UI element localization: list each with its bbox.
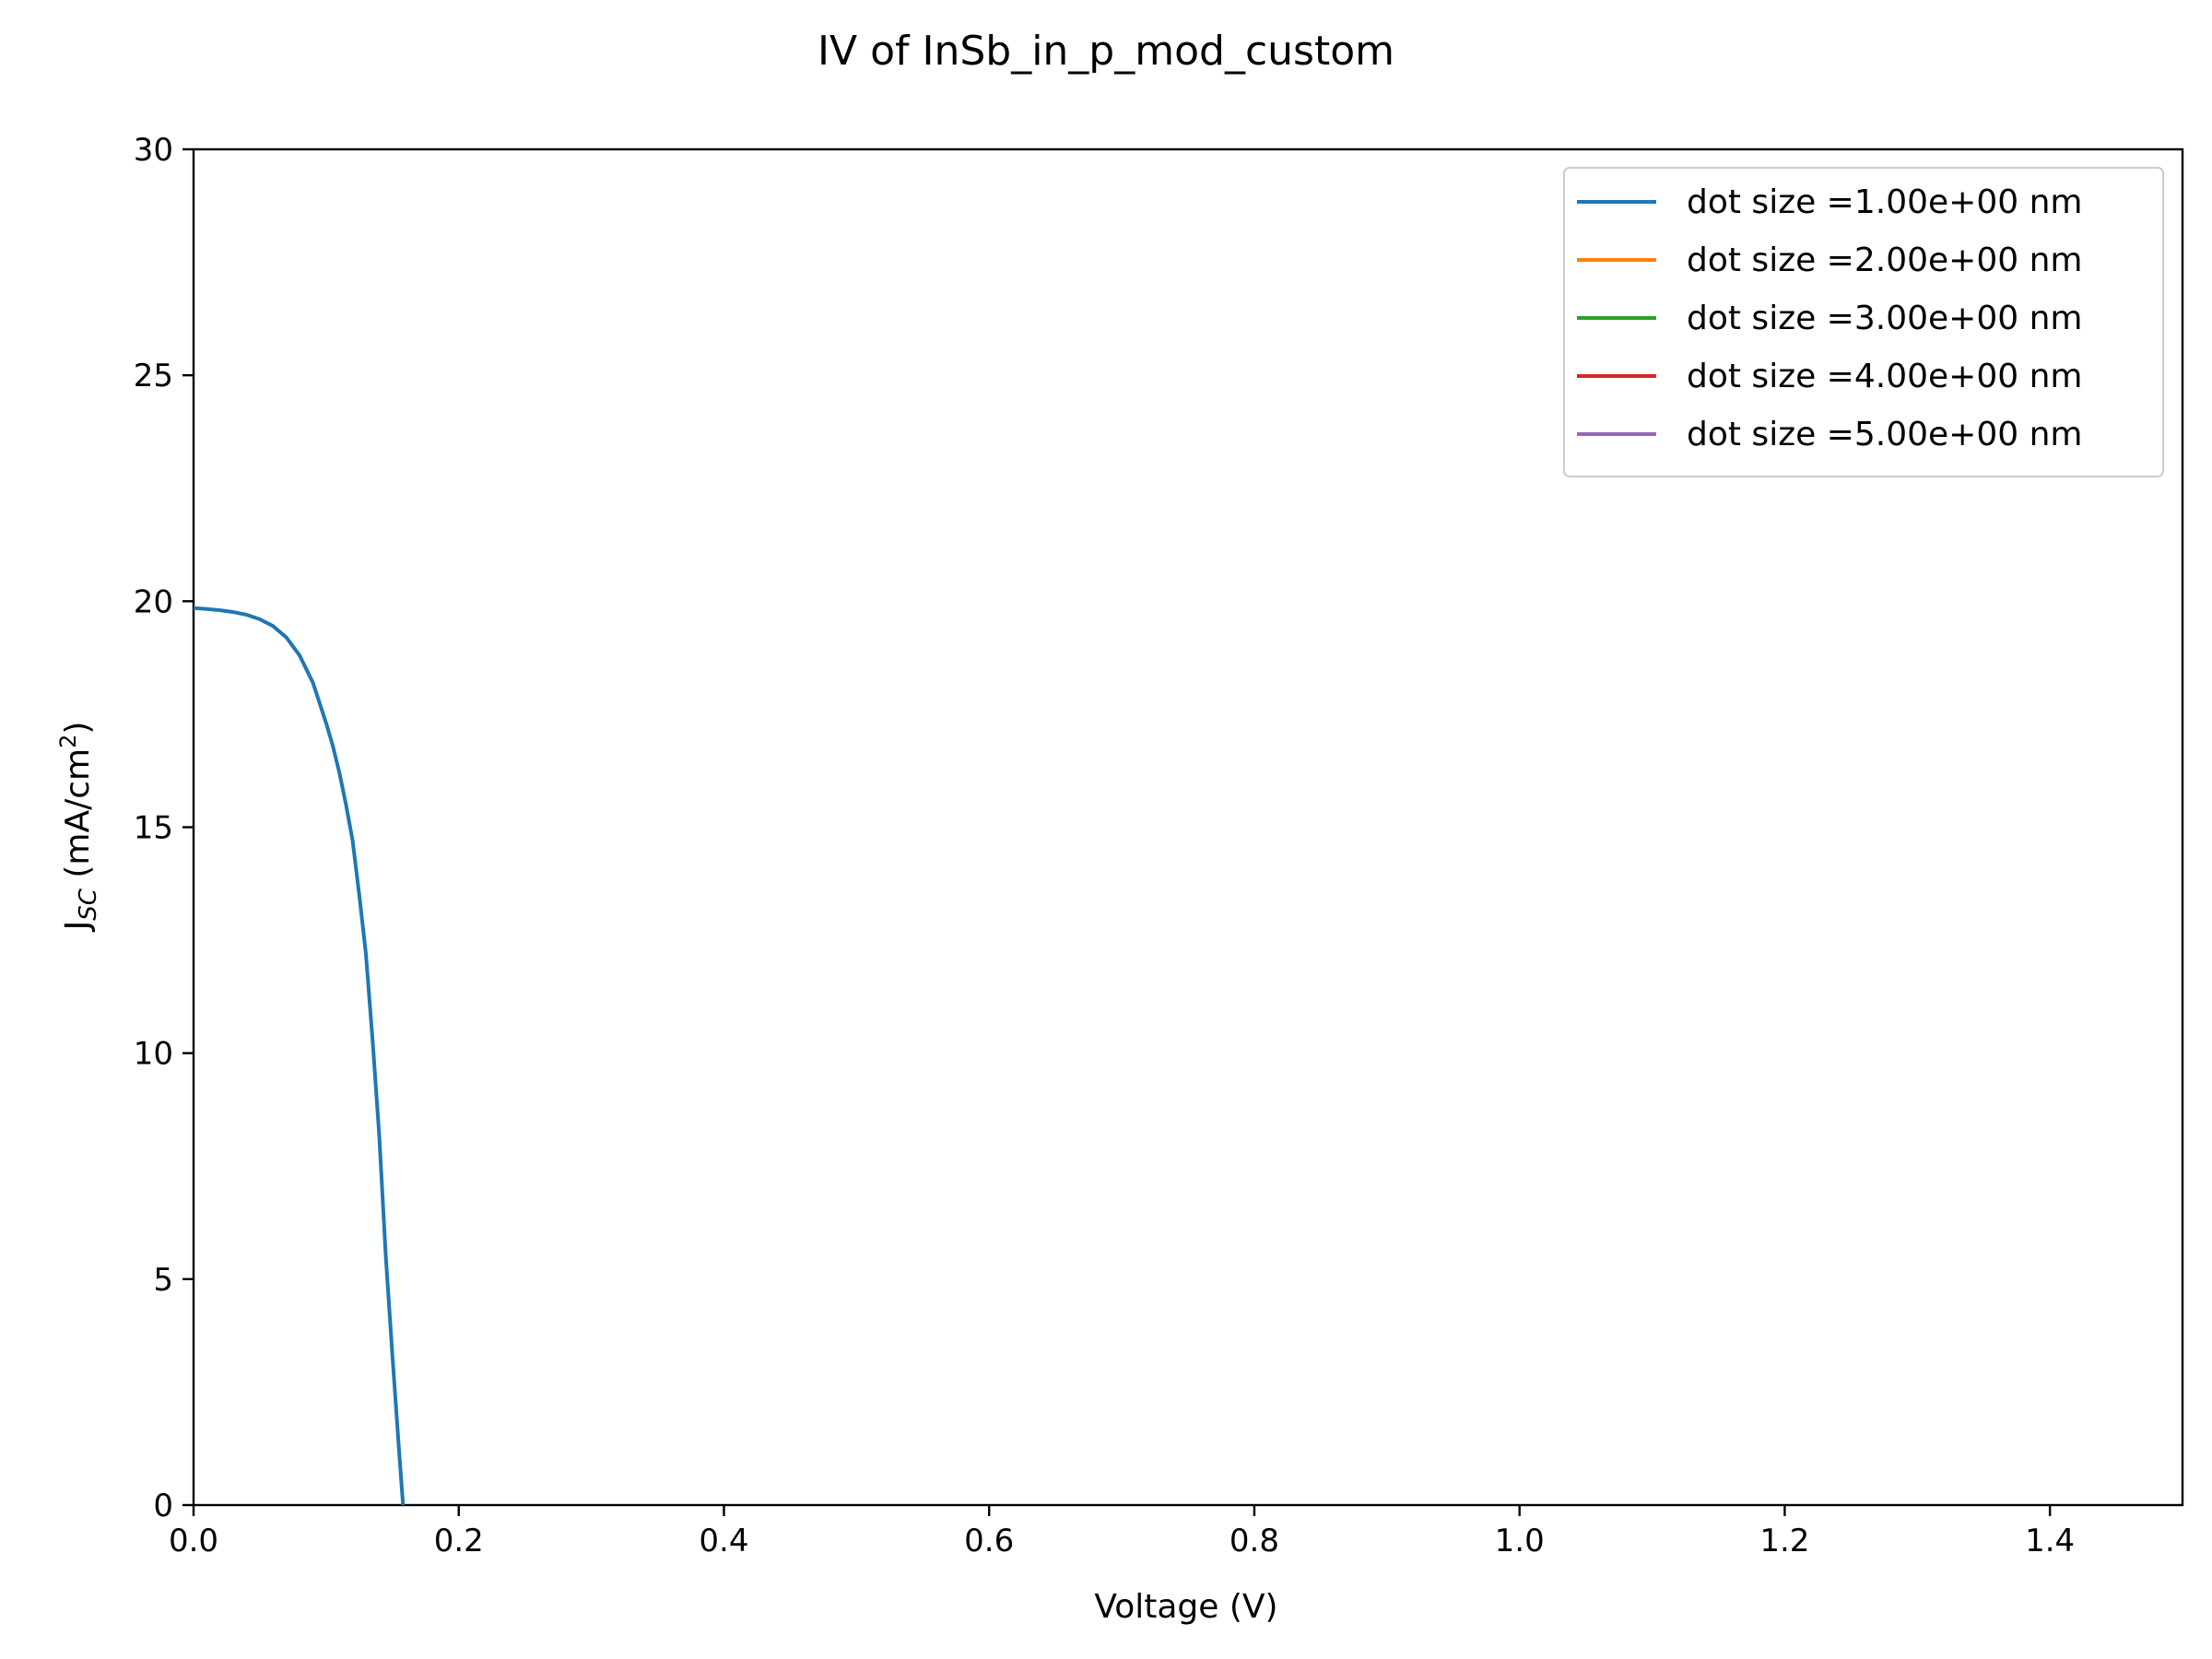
y-tick-label: 5 (153, 1262, 173, 1299)
y-tick-label: 30 (134, 132, 173, 169)
y-axis-label-unit-sup: 2 (55, 735, 81, 748)
y-axis-label-unit-pre: (mA/cm (59, 748, 97, 888)
axes: 0.0 0.2 0.4 0.6 0.8 1.0 1.2 1.4 0 5 10 15 20 25 30 (134, 132, 2184, 1559)
y-tick-label: 25 (134, 358, 173, 394)
series-layer (193, 606, 406, 1506)
x-tick-label: 0.6 (964, 1523, 1014, 1559)
legend-box (1563, 167, 2164, 477)
series-line-1 (193, 606, 406, 1506)
y-axis-label-main: J (59, 921, 97, 933)
y-tick-label: 15 (134, 810, 173, 847)
x-tick-label: 1.4 (2025, 1523, 2075, 1559)
legend-label: dot size =4.00e+00 nm (1687, 358, 2082, 395)
y-tick-label: 0 (153, 1488, 173, 1524)
y-axis-label: JSC (mA/cm2) (55, 722, 102, 933)
y-axis-label-sub: SC (75, 888, 102, 921)
y-tick-label: 10 (134, 1036, 173, 1073)
legend-label: dot size =2.00e+00 nm (1687, 241, 2082, 279)
x-tick-label: 1.2 (1759, 1523, 1809, 1559)
x-tick-label: 0.8 (1230, 1523, 1279, 1559)
x-tick-label: 0.2 (434, 1523, 484, 1559)
x-axis-label: Voltage (V) (1094, 1588, 1277, 1626)
x-tick-label: 1.0 (1495, 1523, 1545, 1559)
y-axis-label-unit-post: ) (59, 722, 97, 735)
legend: dot size =1.00e+00 nm dot size =2.00e+00 … (1563, 167, 2164, 477)
x-tick-label: 0.4 (699, 1523, 748, 1559)
legend-label: dot size =5.00e+00 nm (1687, 416, 2082, 453)
chart-title: IV of InSb_in_p_mod_custom (818, 28, 1394, 75)
legend-label: dot size =1.00e+00 nm (1687, 183, 2082, 221)
legend-label: dot size =3.00e+00 nm (1687, 300, 2082, 337)
y-tick-label: 20 (134, 583, 173, 620)
x-tick-label: 0.0 (169, 1523, 218, 1559)
